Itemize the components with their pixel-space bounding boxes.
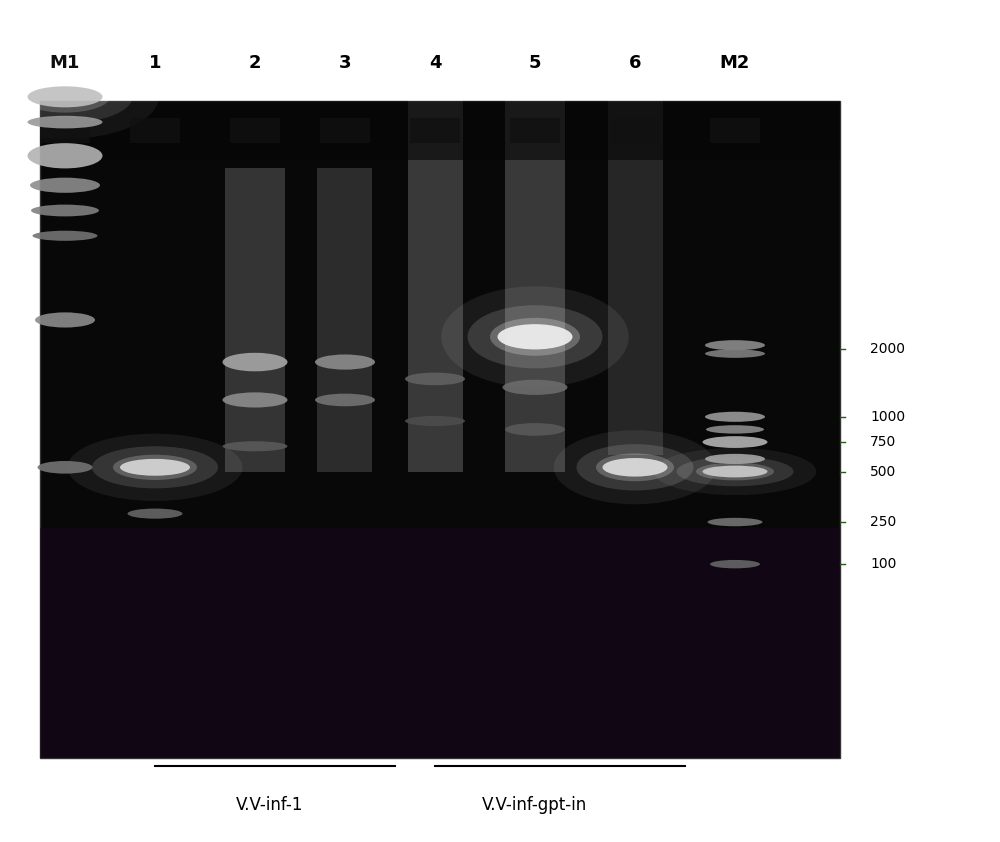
Bar	[230, 118, 280, 143]
Ellipse shape	[654, 448, 816, 495]
Ellipse shape	[676, 456, 794, 487]
Ellipse shape	[596, 453, 674, 482]
Ellipse shape	[576, 445, 694, 490]
Ellipse shape	[315, 393, 375, 406]
Ellipse shape	[705, 340, 765, 350]
Ellipse shape	[92, 446, 218, 488]
Ellipse shape	[120, 459, 190, 476]
Ellipse shape	[505, 423, 565, 436]
Ellipse shape	[28, 143, 103, 168]
Ellipse shape	[708, 518, 763, 526]
Ellipse shape	[222, 353, 288, 371]
Text: 100: 100	[870, 557, 896, 571]
Ellipse shape	[706, 425, 764, 434]
Ellipse shape	[498, 324, 572, 349]
Ellipse shape	[222, 392, 288, 408]
Ellipse shape	[441, 286, 629, 387]
Ellipse shape	[490, 317, 580, 355]
Text: 2: 2	[249, 54, 261, 72]
Bar	[710, 118, 760, 143]
Text: V.V-inf-1: V.V-inf-1	[236, 796, 304, 813]
Ellipse shape	[705, 412, 765, 422]
Text: M1: M1	[50, 54, 80, 72]
Ellipse shape	[0, 71, 132, 123]
Text: 500: 500	[870, 465, 896, 478]
Text: 750: 750	[870, 435, 896, 449]
Ellipse shape	[405, 416, 465, 426]
Ellipse shape	[113, 455, 197, 480]
Text: 6: 6	[629, 54, 641, 72]
Ellipse shape	[702, 466, 768, 477]
Ellipse shape	[28, 115, 103, 129]
Bar	[610, 118, 660, 143]
Bar	[320, 118, 370, 143]
Bar	[130, 118, 180, 143]
Bar	[410, 118, 460, 143]
Bar	[608, 93, 662, 455]
Ellipse shape	[35, 312, 95, 328]
Ellipse shape	[0, 55, 159, 139]
FancyBboxPatch shape	[40, 101, 840, 758]
Ellipse shape	[696, 463, 774, 481]
Bar	[510, 118, 560, 143]
Text: 5: 5	[529, 54, 541, 72]
Ellipse shape	[710, 560, 760, 568]
Ellipse shape	[31, 205, 99, 216]
Bar	[40, 528, 840, 758]
Bar	[225, 168, 285, 472]
Ellipse shape	[315, 354, 375, 370]
Ellipse shape	[602, 458, 668, 477]
Text: 250: 250	[870, 515, 896, 529]
Text: 1: 1	[149, 54, 161, 72]
Ellipse shape	[554, 430, 716, 504]
Bar	[317, 168, 372, 472]
Ellipse shape	[222, 441, 288, 451]
Ellipse shape	[503, 380, 568, 395]
Text: V.V-inf-gpt-in: V.V-inf-gpt-in	[482, 796, 588, 813]
Text: 3: 3	[339, 54, 351, 72]
Text: M2: M2	[720, 54, 750, 72]
Ellipse shape	[67, 434, 242, 501]
Text: 1000: 1000	[870, 410, 905, 424]
Ellipse shape	[38, 461, 92, 473]
Bar	[40, 101, 840, 160]
Ellipse shape	[30, 178, 100, 193]
Ellipse shape	[705, 349, 765, 358]
Ellipse shape	[705, 454, 765, 464]
Ellipse shape	[468, 305, 602, 369]
Bar	[408, 93, 462, 472]
Ellipse shape	[20, 81, 110, 113]
Ellipse shape	[128, 509, 182, 519]
Ellipse shape	[28, 87, 103, 107]
Text: 4: 4	[429, 54, 441, 72]
Bar	[505, 93, 565, 472]
Text: 2000: 2000	[870, 343, 905, 356]
Bar	[40, 118, 90, 143]
Ellipse shape	[702, 436, 768, 448]
Ellipse shape	[32, 231, 98, 241]
Ellipse shape	[405, 372, 465, 385]
